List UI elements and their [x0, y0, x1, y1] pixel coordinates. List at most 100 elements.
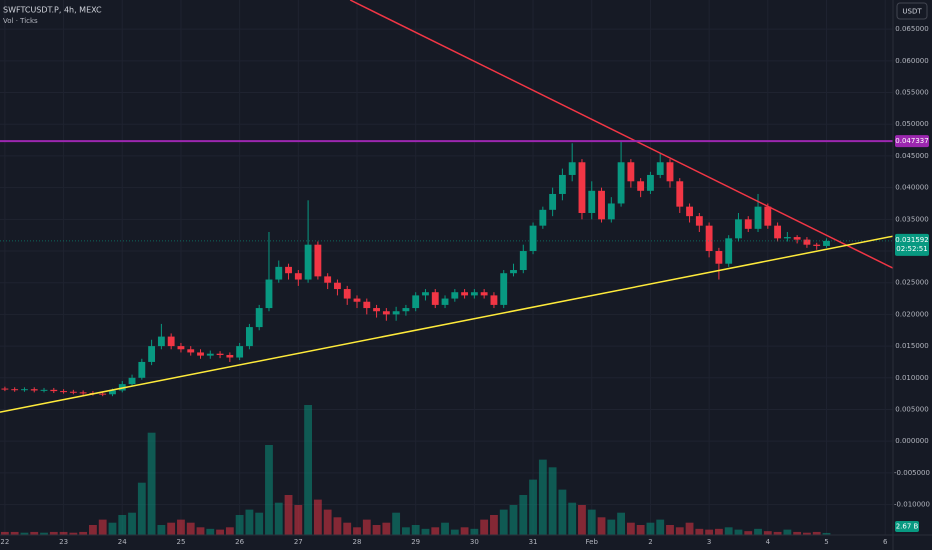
volume-bar: [607, 519, 616, 535]
volume-bar: [235, 515, 244, 535]
candle-body: [617, 162, 625, 204]
y-tick-label: 0.045000: [895, 152, 928, 160]
candle-body: [1, 388, 9, 390]
candle-body: [627, 162, 635, 182]
volume-bar: [744, 531, 753, 535]
candles: [1, 141, 830, 397]
currency[interactable]: USDT: [902, 8, 922, 16]
candle-body: [539, 209, 547, 226]
volume-bar: [666, 525, 674, 535]
candle-body: [803, 239, 811, 245]
volume-bar: [656, 519, 665, 535]
x-tick-label: 22: [0, 538, 9, 546]
volume-bar: [343, 522, 352, 535]
y-tick-label: 0.035000: [895, 215, 928, 223]
volume-bar: [646, 522, 655, 535]
candle-body: [265, 279, 273, 309]
volume-bar: [392, 512, 401, 535]
candle-body: [754, 206, 762, 229]
x-tick-label: 28: [353, 538, 362, 546]
volume-bar: [763, 531, 772, 535]
y-tick-label: 0.025000: [895, 279, 928, 287]
volume-bar: [186, 522, 195, 535]
y-tick-label: -0.005000: [894, 469, 930, 477]
candle-body: [157, 336, 165, 347]
volume-bar: [118, 515, 127, 535]
volume-bar: [431, 527, 440, 535]
candle-body: [647, 174, 654, 191]
volume-bar: [59, 531, 68, 535]
candle-body: [705, 225, 713, 252]
candle-body: [441, 298, 449, 305]
volume-bar: [714, 528, 723, 535]
candle-body: [578, 162, 586, 213]
volume-bar: [695, 528, 704, 535]
candle-body: [353, 298, 361, 302]
volume-bar: [333, 517, 342, 535]
candle-body: [138, 361, 146, 378]
volume-bar: [441, 522, 449, 535]
volume-bar: [255, 512, 264, 535]
volume-bar: [450, 529, 459, 535]
volume-bar: [304, 405, 313, 535]
volume-bar: [529, 479, 537, 535]
y-tick-label: 0.055000: [895, 89, 928, 97]
candle-body: [392, 311, 400, 315]
volume-bar: [294, 505, 303, 535]
volume-bar: [783, 529, 792, 535]
volume-bar: [196, 527, 205, 535]
candle-body: [343, 289, 351, 299]
candle-body: [216, 353, 224, 355]
candle-body: [519, 251, 527, 271]
candle-body: [529, 225, 537, 252]
candle-body: [285, 266, 292, 274]
x-tick-label: 26: [235, 538, 244, 546]
volume-bar: [69, 532, 78, 535]
x-tick-label: 24: [118, 538, 127, 546]
candle-body: [676, 181, 684, 207]
x-tick-label: 29: [411, 538, 420, 546]
y-tick-label: 0.060000: [895, 57, 928, 65]
candle-body: [695, 216, 703, 226]
y-tick-label: 0.050000: [895, 120, 928, 128]
volume-bar: [40, 532, 48, 535]
volume-bar: [754, 528, 762, 535]
candle-body: [69, 391, 77, 393]
candle-body: [666, 162, 674, 182]
candle-body: [480, 292, 488, 296]
x-tick-label: 2: [648, 538, 652, 546]
volume-bar: [362, 519, 371, 535]
candle-body: [177, 346, 185, 350]
x-tick-label: Feb: [586, 538, 599, 546]
volume-bar: [177, 519, 185, 535]
volume-bar: [538, 459, 547, 535]
candle-body: [725, 238, 733, 264]
candle-body: [774, 225, 782, 239]
candle-body: [128, 377, 136, 385]
volume-bar: [460, 527, 469, 535]
volume-bar: [167, 522, 176, 535]
volume-bar: [685, 522, 694, 535]
trend-line: [349, 0, 893, 269]
candle-body: [558, 174, 566, 194]
candle-body: [382, 311, 390, 315]
trend-line: [0, 235, 893, 413]
volume-bar: [705, 529, 714, 535]
candle-body: [11, 389, 19, 391]
volume-bar: [216, 529, 224, 535]
candle-body: [402, 308, 410, 312]
candle-body: [744, 219, 752, 229]
x-tick-label: 3: [707, 538, 711, 546]
volume-bar: [245, 509, 254, 535]
volume-bar: [578, 505, 586, 535]
candle-body: [588, 190, 596, 213]
y-tick-label: 0.065000: [895, 25, 928, 33]
candle-body: [324, 276, 332, 283]
currency-box[interactable]: [896, 2, 928, 20]
volume-bar: [617, 512, 626, 535]
volume-bar: [128, 512, 136, 535]
candle-body: [764, 206, 772, 226]
volume-bar: [734, 529, 743, 535]
volume-bar: [675, 527, 684, 535]
